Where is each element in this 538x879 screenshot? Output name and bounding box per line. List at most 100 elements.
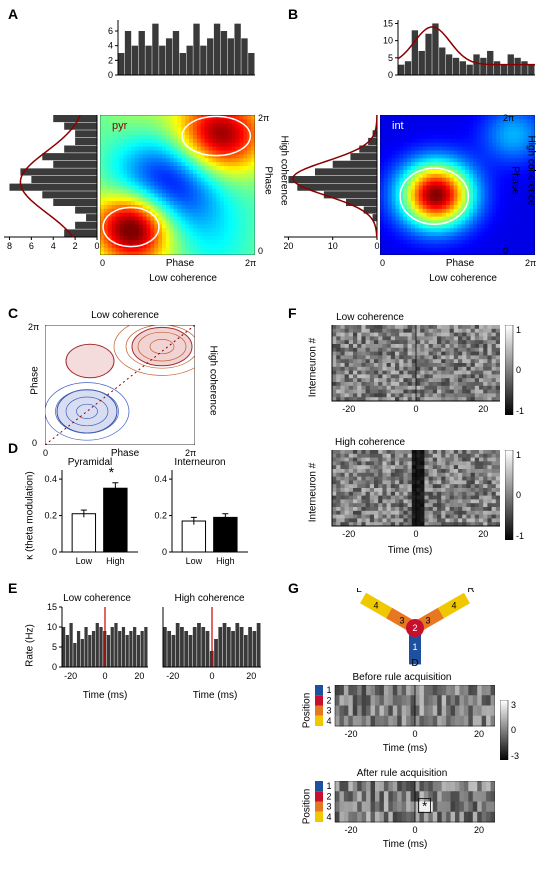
- panel-a-xt0: 0: [100, 258, 105, 268]
- panel-a-heat-label: pyr: [112, 120, 127, 132]
- panel-d-bars-pyr: 00.20.4LowHigh*: [40, 455, 140, 570]
- svg-text:0: 0: [516, 490, 521, 500]
- svg-text:2: 2: [412, 623, 417, 633]
- svg-text:0.2: 0.2: [154, 511, 167, 521]
- svg-text:6: 6: [29, 241, 34, 251]
- panel-f-colorbar-top: -1 0 1: [505, 325, 525, 415]
- panel-b-xt0: 0: [380, 258, 385, 268]
- panel-g-colorbar: -303: [500, 700, 520, 760]
- panel-g-maze: 3 4 3 4 2 1 L R D: [330, 588, 500, 668]
- panel-f-ylabel-bot: Interneuron #: [308, 453, 319, 533]
- svg-text:20: 20: [478, 529, 488, 539]
- panel-a-xt1: 2π: [245, 258, 256, 268]
- panel-e-hist-high: -20020: [155, 595, 265, 685]
- panel-g-heat-before: 1234-20020: [315, 685, 495, 740]
- svg-text:0.4: 0.4: [154, 474, 167, 484]
- svg-text:10: 10: [47, 622, 57, 632]
- svg-text:D: D: [411, 658, 418, 668]
- panel-g-ylabel-a: Position: [302, 782, 313, 832]
- svg-text:3: 3: [400, 616, 405, 626]
- panel-g-ylabel-b: Position: [302, 686, 313, 736]
- svg-text:0: 0: [52, 662, 57, 672]
- panel-a-yt0: 0: [258, 246, 263, 256]
- svg-text:8: 8: [7, 241, 12, 251]
- panel-c-ylabel: Phase: [30, 356, 41, 406]
- svg-text:0: 0: [102, 671, 107, 681]
- panel-b-xlabel: Phase: [435, 258, 485, 269]
- panel-e-right-title: High coherence: [162, 593, 257, 604]
- panel-b-ylabel: Phase: [510, 156, 521, 206]
- svg-text:3: 3: [326, 706, 331, 716]
- svg-text:20: 20: [246, 671, 256, 681]
- panel-e-ylabel: Rate (Hz): [25, 616, 36, 676]
- svg-text:1: 1: [412, 642, 417, 652]
- panel-c-contour: [45, 325, 195, 445]
- svg-text:-1: -1: [516, 531, 524, 540]
- panel-a-top-hist: 0246: [100, 15, 255, 80]
- svg-text:0: 0: [162, 547, 167, 557]
- panel-d-ylabel: κ (theta modulation): [25, 456, 36, 576]
- svg-text:0.2: 0.2: [44, 511, 57, 521]
- panel-a-left-hist: 86420: [4, 115, 99, 255]
- panel-label-g: G: [288, 580, 299, 596]
- svg-text:Low: Low: [186, 556, 203, 566]
- svg-text:4: 4: [51, 241, 56, 251]
- panel-g-xlabel-a: Time (ms): [375, 839, 435, 850]
- panel-f-top-title: Low coherence: [320, 312, 420, 323]
- svg-text:6: 6: [108, 26, 113, 36]
- svg-text:-20: -20: [342, 529, 355, 539]
- svg-text:4: 4: [451, 601, 456, 611]
- svg-text:10: 10: [383, 36, 393, 46]
- svg-text:4: 4: [374, 601, 379, 611]
- svg-text:5: 5: [52, 642, 57, 652]
- panel-f-colorbar-bot: -1 0 1: [505, 450, 525, 540]
- svg-text:1: 1: [516, 325, 521, 335]
- panel-a-xlabel: Phase: [155, 258, 205, 269]
- svg-text:0.4: 0.4: [44, 474, 57, 484]
- svg-text:L: L: [356, 588, 362, 595]
- panel-c-yt0: 0: [32, 438, 37, 448]
- panel-b-ysub: High coherence: [526, 121, 537, 221]
- panel-b-yt0: 0: [503, 246, 508, 256]
- panel-g-heat-after: 1234-20020*: [315, 781, 495, 836]
- svg-text:20: 20: [134, 671, 144, 681]
- panel-b-xsub: Low coherence: [418, 273, 508, 284]
- svg-text:0: 0: [374, 241, 379, 251]
- panel-f-xlabel: Time (ms): [380, 545, 440, 556]
- svg-text:20: 20: [478, 404, 488, 414]
- svg-text:0: 0: [516, 365, 521, 375]
- panel-b-heat-label: int: [392, 120, 404, 132]
- panel-b-top-hist: 051015: [380, 15, 535, 80]
- svg-text:3: 3: [425, 616, 430, 626]
- svg-text:1: 1: [516, 450, 521, 460]
- panel-g-before-title: Before rule acquisition: [332, 672, 472, 683]
- svg-text:0: 0: [413, 529, 418, 539]
- svg-text:2: 2: [326, 695, 331, 705]
- panel-f-bot-title: High coherence: [320, 437, 420, 448]
- panel-f-heat-high: -20 0 20: [320, 450, 500, 540]
- svg-text:1: 1: [326, 685, 331, 695]
- svg-text:2: 2: [73, 241, 78, 251]
- panel-label-f: F: [288, 305, 297, 321]
- svg-text:0: 0: [209, 671, 214, 681]
- panel-c-yt1: 2π: [28, 322, 39, 332]
- panel-b-yt1: 2π: [503, 113, 514, 123]
- panel-a-xsub: Low coherence: [138, 273, 228, 284]
- panel-e-xlabel-r: Time (ms): [185, 690, 245, 701]
- svg-text:4: 4: [326, 716, 331, 726]
- panel-d-bars-int: 0 0.2 0.4 Low High: [150, 455, 250, 570]
- panel-f-ylabel-top: Interneuron #: [308, 328, 319, 408]
- svg-text:5: 5: [388, 53, 393, 63]
- panel-f-heat-low: -20020: [320, 325, 500, 415]
- panel-b-xt1: 2π: [525, 258, 536, 268]
- svg-text:0: 0: [388, 70, 393, 80]
- panel-label-d: D: [8, 440, 18, 456]
- svg-text:-1: -1: [516, 406, 524, 415]
- panel-label-c: C: [8, 305, 18, 321]
- panel-g-after-title: After rule acquisition: [332, 768, 472, 779]
- panel-d-right-title: Interneuron: [160, 457, 240, 468]
- svg-text:R: R: [467, 588, 474, 595]
- svg-text:10: 10: [328, 241, 338, 251]
- panel-e-left-title: Low coherence: [52, 593, 142, 604]
- svg-text:High: High: [216, 556, 235, 566]
